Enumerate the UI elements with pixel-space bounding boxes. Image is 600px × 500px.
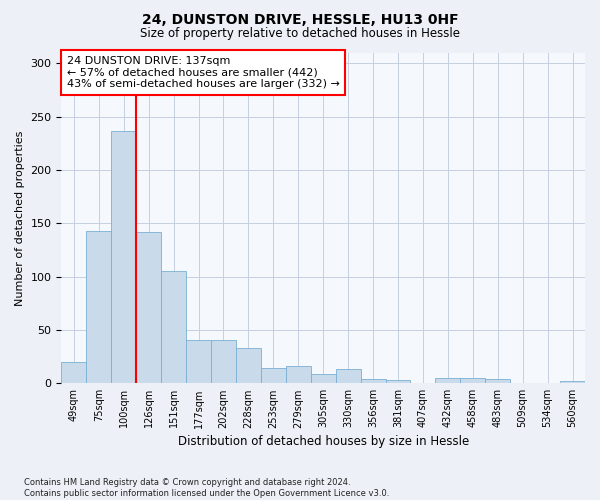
Bar	[236, 348, 261, 384]
Text: Size of property relative to detached houses in Hessle: Size of property relative to detached ho…	[140, 28, 460, 40]
Text: Contains HM Land Registry data © Crown copyright and database right 2024.
Contai: Contains HM Land Registry data © Crown c…	[24, 478, 389, 498]
Text: 24 DUNSTON DRIVE: 137sqm
← 57% of detached houses are smaller (442)
43% of semi-: 24 DUNSTON DRIVE: 137sqm ← 57% of detach…	[67, 56, 340, 89]
Bar	[436, 378, 460, 384]
Bar	[311, 374, 335, 384]
Bar	[136, 232, 161, 384]
Bar	[86, 230, 111, 384]
Bar	[286, 366, 311, 384]
Bar	[460, 378, 485, 384]
Y-axis label: Number of detached properties: Number of detached properties	[15, 130, 25, 306]
Bar	[560, 381, 585, 384]
Bar	[211, 340, 236, 384]
Text: 24, DUNSTON DRIVE, HESSLE, HU13 0HF: 24, DUNSTON DRIVE, HESSLE, HU13 0HF	[142, 12, 458, 26]
Bar	[386, 380, 410, 384]
Bar	[361, 379, 386, 384]
Bar	[485, 379, 510, 384]
Bar	[111, 132, 136, 384]
Bar	[161, 272, 186, 384]
Bar	[261, 368, 286, 384]
Bar	[335, 370, 361, 384]
Bar	[61, 362, 86, 384]
X-axis label: Distribution of detached houses by size in Hessle: Distribution of detached houses by size …	[178, 434, 469, 448]
Bar	[186, 340, 211, 384]
